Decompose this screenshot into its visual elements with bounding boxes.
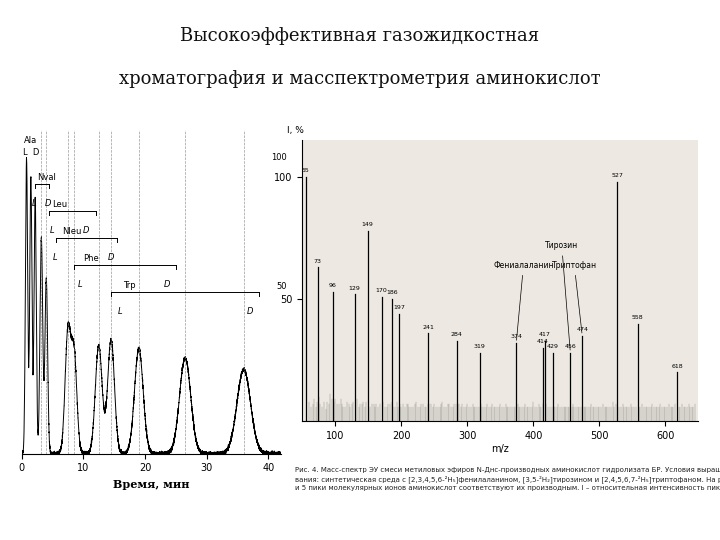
Text: Phe: Phe: [84, 254, 99, 263]
Text: 96: 96: [329, 283, 337, 288]
Text: Ala: Ala: [24, 136, 37, 145]
Text: 149: 149: [362, 222, 374, 227]
Text: 186: 186: [387, 291, 398, 295]
Text: L: L: [78, 280, 83, 288]
Text: Nleu: Nleu: [62, 227, 81, 236]
Text: L: L: [32, 199, 37, 207]
Text: L: L: [53, 253, 58, 261]
Text: L: L: [118, 307, 122, 315]
Text: D: D: [83, 226, 90, 234]
Text: 456: 456: [564, 344, 576, 349]
Text: 417: 417: [539, 332, 551, 337]
Text: 100: 100: [271, 153, 287, 162]
Text: Триптофан: Триптофан: [552, 261, 597, 333]
X-axis label: m/z: m/z: [492, 444, 509, 454]
Text: 241: 241: [423, 325, 434, 329]
Text: Высокоэффективная газожидкостная: Высокоэффективная газожидкостная: [181, 27, 539, 45]
Text: Фениалаланин: Фениалаланин: [493, 261, 554, 340]
Text: 197: 197: [394, 305, 405, 310]
Text: 618: 618: [672, 364, 683, 369]
Text: 429: 429: [546, 344, 559, 349]
Text: 73: 73: [314, 259, 322, 264]
Text: 284: 284: [451, 332, 463, 337]
Text: 50: 50: [276, 282, 287, 291]
Text: D: D: [163, 280, 170, 288]
Text: D: D: [247, 307, 253, 315]
Text: хроматография и масспектрометрия аминокислот: хроматография и масспектрометрия аминоки…: [120, 70, 600, 88]
Text: Leu: Leu: [53, 200, 68, 209]
Text: 319: 319: [474, 344, 486, 349]
Text: 558: 558: [632, 315, 644, 320]
Text: 170: 170: [376, 288, 387, 293]
Text: L  D: L D: [24, 147, 40, 157]
Text: Рис. 4. Масс-спектр ЭУ смеси метиловых эфиров N-Днс-производных аминокислот гидр: Рис. 4. Масс-спектр ЭУ смеси метиловых э…: [295, 467, 720, 491]
X-axis label: Время, мин: Время, мин: [113, 479, 189, 490]
Text: 55: 55: [302, 168, 310, 173]
Text: 474: 474: [576, 327, 588, 332]
Text: I, %: I, %: [287, 126, 303, 135]
Text: Trp: Trp: [123, 281, 136, 290]
Text: Тирозин: Тирозин: [545, 241, 578, 350]
Text: D: D: [45, 199, 51, 207]
Text: 414: 414: [536, 339, 549, 345]
Text: 129: 129: [348, 286, 361, 291]
Text: L: L: [50, 226, 55, 234]
Text: 527: 527: [611, 173, 623, 178]
Text: Nval: Nval: [37, 173, 56, 182]
Text: 374: 374: [510, 334, 522, 340]
Text: D: D: [108, 253, 114, 261]
